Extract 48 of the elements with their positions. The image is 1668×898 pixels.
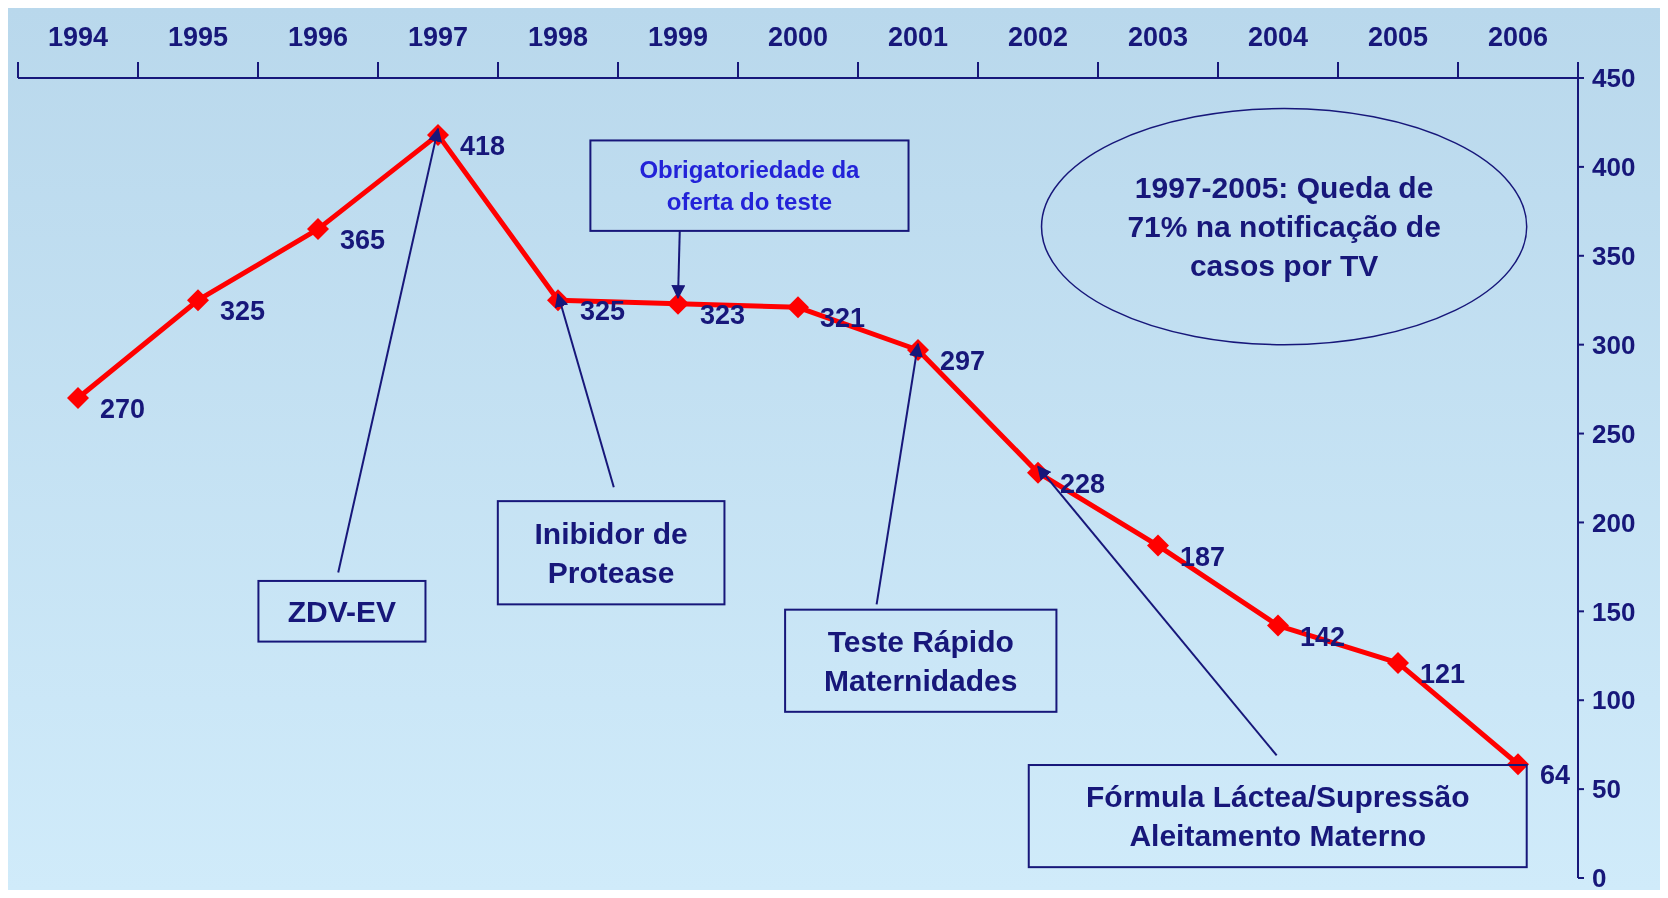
- data-label: 365: [340, 225, 386, 256]
- data-label: 418: [460, 130, 506, 161]
- point: [1147, 534, 1169, 557]
- y-tick-label: 100: [1592, 685, 1636, 716]
- y-tick-label: 150: [1592, 596, 1636, 627]
- x-tick-label: 2003: [1127, 22, 1189, 52]
- x-tick-label: 2000: [767, 22, 829, 52]
- data-label: 297: [940, 346, 986, 376]
- x-tick-label: 2004: [1247, 22, 1309, 52]
- point: [1267, 614, 1289, 637]
- y-tick-label: 400: [1592, 152, 1636, 183]
- x-tick-label: 2005: [1367, 22, 1429, 52]
- data-label: 270: [100, 394, 146, 424]
- point: [187, 289, 209, 312]
- point: [667, 292, 689, 315]
- y-tick-label: 450: [1592, 63, 1636, 94]
- y-tick-label: 0: [1592, 863, 1607, 894]
- point: [1387, 651, 1409, 674]
- x-tick-label: 1995: [167, 22, 229, 52]
- x-tick-label: 1998: [527, 22, 589, 52]
- y-tick-label: 200: [1592, 507, 1636, 538]
- data-label: 187: [1180, 541, 1226, 572]
- y-tick-label: 250: [1592, 418, 1636, 449]
- x-tick-label: 1996: [287, 22, 349, 52]
- data-label: 325: [220, 296, 266, 327]
- annotation: Teste Rápido Maternidades: [824, 624, 1018, 697]
- x-tick-label: 1999: [647, 22, 709, 52]
- annotation: ZDV-EV: [287, 594, 397, 628]
- data-label: 64: [1540, 760, 1571, 791]
- x-tick-label: 2002: [1007, 22, 1069, 52]
- x-tick-label: 2006: [1487, 22, 1549, 52]
- data-label: 323: [700, 299, 746, 330]
- point: [307, 218, 329, 241]
- point: [67, 387, 89, 409]
- annotation: Inibidor de Protease: [534, 516, 688, 589]
- data-label: 121: [1420, 658, 1466, 689]
- x-tick-label: 1997: [407, 22, 469, 52]
- annotation: 1997-2005: Queda de 71% na notificação de casos por TV: [1127, 171, 1441, 283]
- data-label: 228: [1060, 468, 1106, 499]
- y-tick-label: 300: [1592, 329, 1636, 360]
- annotation: Obrigatoriedade da oferta do teste: [639, 156, 861, 215]
- x-tick-label: 1994: [47, 22, 109, 52]
- data-label: 325: [580, 296, 626, 327]
- annotation: Fórmula Láctea/Supressão Aleitamento Materno: [1086, 780, 1470, 853]
- x-tick-label: 2001: [887, 22, 949, 52]
- y-tick-label: 50: [1592, 774, 1621, 805]
- y-tick-label: 350: [1592, 241, 1636, 272]
- point: [787, 296, 809, 319]
